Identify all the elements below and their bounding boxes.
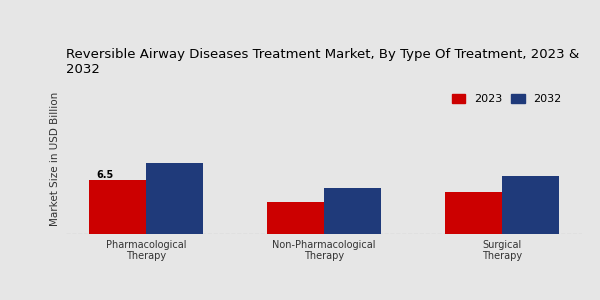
Y-axis label: Market Size in USD Billion: Market Size in USD Billion	[50, 92, 61, 226]
Legend: 2023, 2032: 2023, 2032	[448, 90, 566, 109]
Text: Reversible Airway Diseases Treatment Market, By Type Of Treatment, 2023 &
2032: Reversible Airway Diseases Treatment Mar…	[66, 48, 579, 76]
Bar	[89, 180, 146, 234]
Bar	[267, 202, 324, 234]
Text: 6.5: 6.5	[97, 170, 114, 180]
Bar	[146, 163, 203, 234]
Bar	[445, 192, 502, 234]
Bar	[502, 176, 559, 234]
Bar	[324, 188, 381, 234]
